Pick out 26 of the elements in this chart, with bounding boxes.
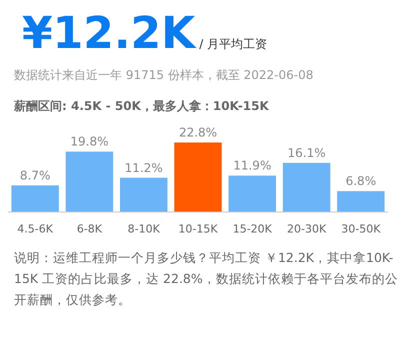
x-tick-label: 30-50K [341, 222, 382, 236]
bar [11, 185, 59, 212]
text: 数据统计来自近一年 91715 份样本，截至 2022-06-08 [14, 67, 314, 84]
bar [337, 191, 385, 212]
x-tick-label: 8-10K [128, 222, 161, 236]
x-tick-label: 10-15K [178, 222, 218, 236]
data-label: 8.7% [20, 168, 50, 182]
chart-title: ¥12.2K [22, 8, 196, 59]
data-label: 11.9% [233, 158, 272, 173]
bar [174, 142, 222, 212]
data-label: 22.8% [178, 126, 218, 140]
bar [282, 162, 330, 212]
text: 说明：运维工程师一个月多少钱？平均工资 ￥12.2K，其中拿10K-15K 工资的占比最多，达 22.8%，数据统计依赖于各平台发布的公开薪酬，仅供参考。 [14, 249, 399, 309]
data-label: 11.2% [124, 160, 163, 175]
bar [120, 178, 168, 212]
x-tick-label: 20-30K [286, 222, 327, 236]
data-label: 19.8% [70, 134, 108, 149]
data-label: 16.1% [288, 146, 326, 160]
chart-subtitle: / 月平均工资 [199, 36, 268, 53]
bar [228, 176, 276, 212]
bar [66, 152, 114, 212]
data-label: 6.8% [346, 174, 376, 188]
x-tick-label: 6-8K [76, 222, 103, 236]
text: 薪酬区间: 4.5K - 50K，最多人拿：10K-15K [14, 98, 270, 115]
x-tick-label: 4.5-6K [17, 222, 54, 236]
x-tick-label: 15-20K [232, 222, 273, 236]
